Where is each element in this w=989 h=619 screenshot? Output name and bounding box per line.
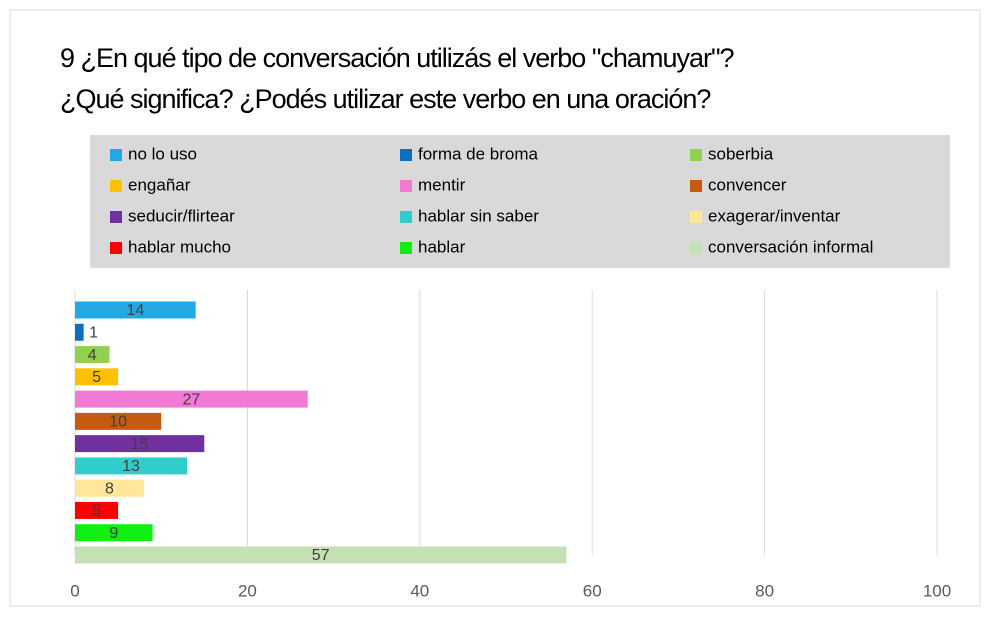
legend-swatch xyxy=(110,180,122,192)
data-label: 10 xyxy=(109,414,127,431)
bar xyxy=(75,501,119,519)
legend-label: hablar xyxy=(418,237,466,256)
legend-box xyxy=(90,135,950,268)
legend-label: hablar mucho xyxy=(128,237,231,256)
bar xyxy=(75,301,196,319)
legend-swatch xyxy=(400,149,412,161)
legend-label: forma de broma xyxy=(418,144,539,163)
legend-label: hablar sin saber xyxy=(418,206,539,225)
bar xyxy=(75,435,205,453)
x-tick-label: 40 xyxy=(410,581,429,600)
data-label: 13 xyxy=(122,458,140,475)
legend-swatch xyxy=(110,149,122,161)
bar xyxy=(75,368,119,386)
x-tick-label: 20 xyxy=(238,581,257,600)
data-label: 1 xyxy=(89,324,98,341)
legend-label: mentir xyxy=(418,175,466,194)
x-tick-label: 0 xyxy=(70,581,79,600)
legend-swatch xyxy=(400,180,412,192)
legend-swatch xyxy=(690,242,702,254)
legend-label: engañar xyxy=(128,175,191,194)
data-label: 5 xyxy=(92,503,101,520)
data-label: 4 xyxy=(88,347,97,364)
legend-swatch xyxy=(690,149,702,161)
bar xyxy=(75,546,567,564)
chart-subtitle: ¿Qué significa? ¿Podés utilizar este ver… xyxy=(60,84,711,114)
legend-swatch xyxy=(110,211,122,223)
legend-swatch xyxy=(690,211,702,223)
bar xyxy=(75,346,110,364)
data-label: 14 xyxy=(126,302,144,319)
legend-label: convencer xyxy=(708,175,787,194)
data-label: 57 xyxy=(312,547,330,564)
data-label: 9 xyxy=(109,525,118,542)
legend-label: seducir/flirtear xyxy=(128,206,235,225)
data-label: 27 xyxy=(182,391,200,408)
x-tick-label: 60 xyxy=(583,581,602,600)
legend-swatch xyxy=(110,242,122,254)
legend-label: no lo uso xyxy=(128,144,197,163)
bar xyxy=(75,457,188,475)
legend-label: soberbia xyxy=(708,144,774,163)
legend-swatch xyxy=(400,242,412,254)
legend-label: conversación informal xyxy=(708,237,873,256)
data-label: 5 xyxy=(92,369,101,386)
bar xyxy=(75,479,144,497)
x-tick-label: 100 xyxy=(923,581,951,600)
bar xyxy=(75,390,308,408)
x-tick-label: 80 xyxy=(755,581,774,600)
legend-swatch xyxy=(690,180,702,192)
bar xyxy=(75,323,84,341)
bar xyxy=(75,412,162,430)
bar xyxy=(75,524,153,542)
chart-title: 9 ¿En qué tipo de conversación utilizás … xyxy=(60,43,735,73)
data-label: 15 xyxy=(131,436,149,453)
legend-swatch xyxy=(400,211,412,223)
legend-label: exagerar/inventar xyxy=(708,206,841,225)
data-label: 8 xyxy=(105,480,114,497)
